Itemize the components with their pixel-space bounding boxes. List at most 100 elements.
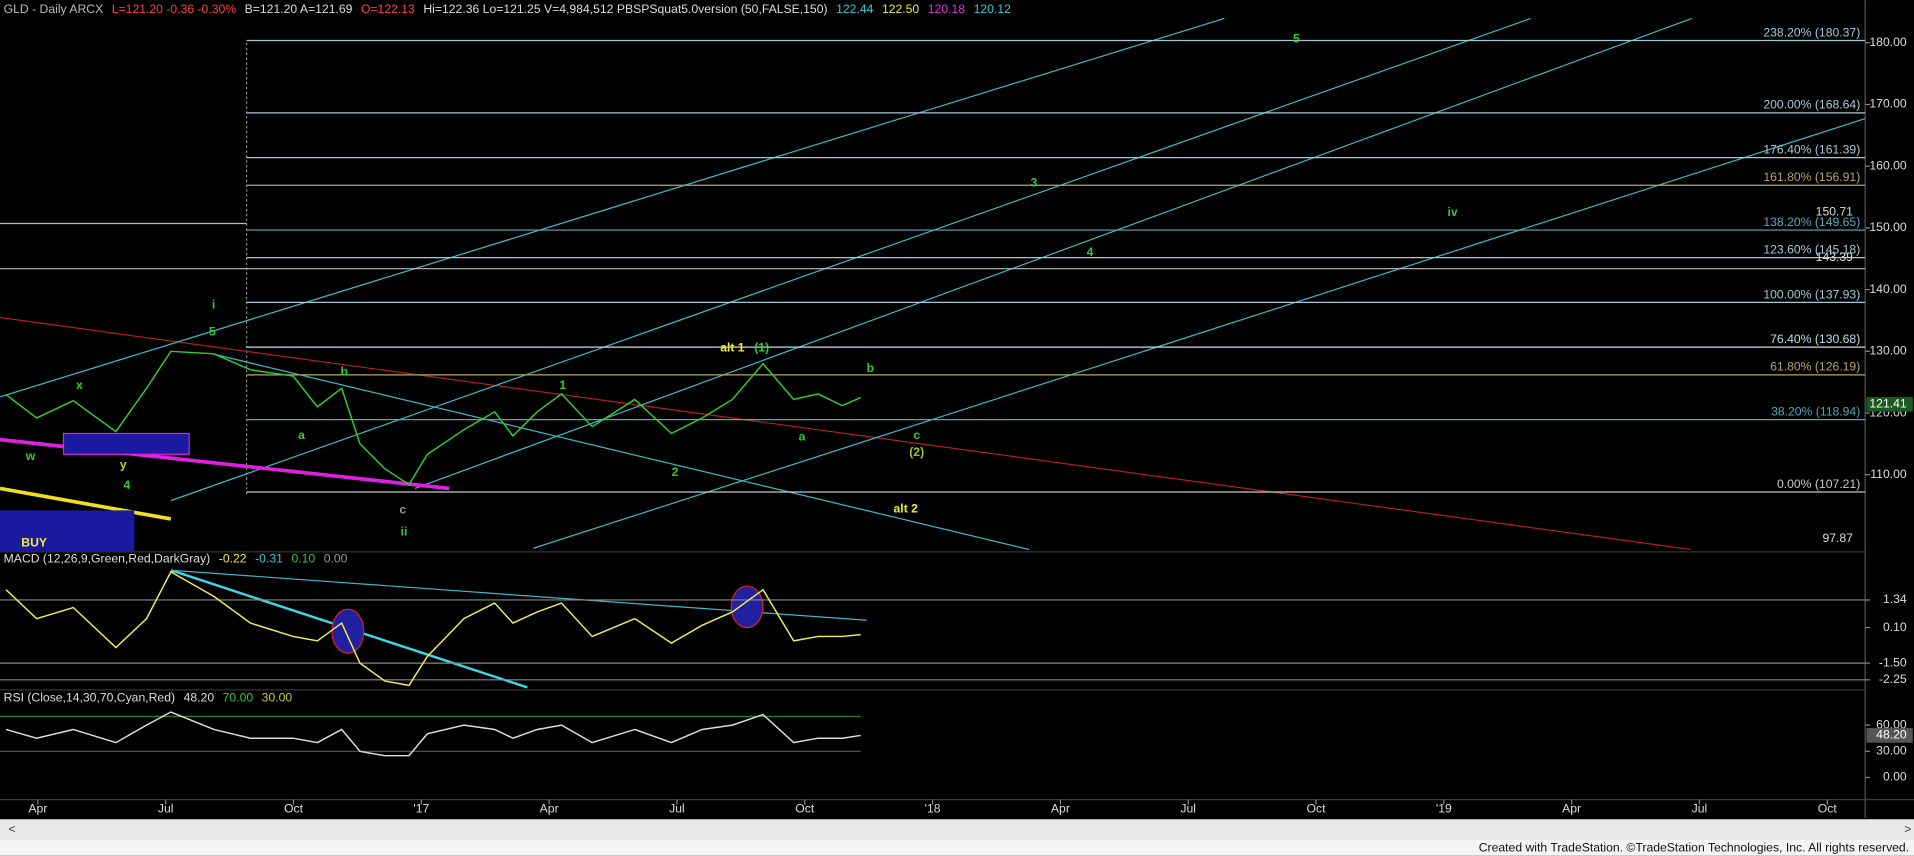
wave-label: c bbox=[399, 503, 406, 517]
wave-label: 3 bbox=[1031, 175, 1038, 189]
panel-title: 48.20 bbox=[184, 691, 215, 705]
wave-label: 5 bbox=[1293, 31, 1300, 45]
marker-label: 143.39 bbox=[1816, 250, 1853, 264]
header-text: GLD - Daily ARCX bbox=[4, 2, 104, 16]
fib-label: 123.60% (145.18) bbox=[1763, 243, 1860, 257]
x-tick-label: Apr bbox=[540, 802, 559, 816]
wave-label: (1) bbox=[754, 340, 769, 354]
channel-line bbox=[213, 353, 1030, 551]
panel-title: -0.22 bbox=[219, 551, 247, 565]
header-text: L=121.20 -0.36 -0.30% bbox=[112, 2, 237, 16]
x-tick-label: Oct bbox=[1818, 802, 1838, 816]
macd-highlight bbox=[331, 608, 365, 654]
header-text: 122.50 bbox=[882, 2, 919, 16]
wave-label: BUY bbox=[21, 536, 47, 550]
panel-title: 0.10 bbox=[291, 551, 315, 565]
wave-label: iv bbox=[1448, 205, 1458, 219]
fib-label: 76.40% (130.68) bbox=[1770, 332, 1860, 346]
header-text: 120.18 bbox=[928, 2, 965, 16]
x-tick-label: '18 bbox=[925, 802, 941, 816]
panel-title: RSI (Close,14,30,70,Cyan,Red) bbox=[4, 691, 175, 705]
x-tick-label: Oct bbox=[795, 802, 815, 816]
marker-label: 97.87 bbox=[1822, 531, 1853, 545]
fib-label: 0.00% (107.21) bbox=[1777, 477, 1860, 491]
fib-label: 61.80% (126.19) bbox=[1770, 360, 1860, 374]
panel-title: -0.31 bbox=[255, 551, 283, 565]
scroll-right[interactable]: > bbox=[1904, 822, 1911, 836]
fib-label: 176.40% (161.39) bbox=[1763, 142, 1860, 156]
wave-label: 4 bbox=[124, 478, 131, 492]
wave-label: w bbox=[25, 449, 36, 463]
x-tick-label: Jul bbox=[1180, 802, 1196, 816]
support-line bbox=[0, 486, 172, 521]
y-tick-label: -2.25 bbox=[1879, 672, 1907, 686]
panel-title: 30.00 bbox=[262, 691, 293, 705]
y-tick-label: 30.00 bbox=[1876, 744, 1907, 758]
y-tick-label: 60.00 bbox=[1876, 717, 1907, 731]
wave-label: a bbox=[298, 428, 305, 442]
wave-label: alt 2 bbox=[894, 501, 919, 515]
channel-line bbox=[0, 17, 1225, 398]
wave-label: ii bbox=[401, 525, 408, 539]
header-text: 120.12 bbox=[974, 2, 1011, 16]
x-tick-label: Jul bbox=[1692, 802, 1708, 816]
wave-label: alt 1 bbox=[720, 340, 745, 354]
channel-line bbox=[170, 17, 1531, 502]
marker-label: 150.71 bbox=[1816, 205, 1853, 219]
x-tick-label: Apr bbox=[1051, 802, 1070, 816]
x-tick-label: '17 bbox=[413, 802, 429, 816]
panel-title: MACD (12,26,9,Green,Red,DarkGray) bbox=[4, 551, 211, 565]
macd-highlight bbox=[730, 585, 764, 629]
series-line bbox=[5, 711, 861, 757]
wave-label: c bbox=[913, 428, 920, 442]
series-line bbox=[5, 350, 861, 486]
scrollbar[interactable] bbox=[0, 819, 1914, 840]
fib-label: 200.00% (168.64) bbox=[1763, 98, 1860, 112]
wave-label: b bbox=[341, 365, 348, 379]
y-tick-label: 140.00 bbox=[1869, 282, 1906, 296]
y-tick-label: 150.00 bbox=[1869, 220, 1906, 234]
wave-label: a bbox=[799, 429, 806, 443]
wave-label: (2) bbox=[909, 445, 924, 459]
channel-line bbox=[414, 17, 1693, 489]
wave-label: y bbox=[120, 457, 127, 471]
price-tag bbox=[1866, 397, 1913, 412]
x-tick-label: Apr bbox=[1562, 802, 1581, 816]
y-tick-label: 130.00 bbox=[1869, 344, 1906, 358]
trend-line bbox=[0, 316, 1691, 551]
price-tag-label: 121.41 bbox=[1869, 397, 1906, 411]
buy-box bbox=[0, 510, 135, 552]
x-tick-label: '19 bbox=[1436, 802, 1452, 816]
panel-title: 0.00 bbox=[324, 551, 348, 565]
y-tick-label: 0.00 bbox=[1883, 770, 1907, 784]
panel-title: 70.00 bbox=[223, 691, 254, 705]
price-tag-label: 48.20 bbox=[1876, 728, 1907, 742]
y-tick-label: 1.34 bbox=[1883, 592, 1907, 606]
wave-label: b bbox=[867, 361, 874, 375]
x-tick-label: Jul bbox=[158, 802, 174, 816]
series-line bbox=[5, 570, 861, 687]
scroll-left[interactable]: < bbox=[9, 822, 16, 836]
price-tag bbox=[1866, 728, 1913, 743]
channel-line bbox=[533, 117, 1866, 549]
y-tick-label: 160.00 bbox=[1869, 158, 1906, 172]
zone-box bbox=[62, 432, 190, 455]
fib-label: 138.20% (149.65) bbox=[1763, 215, 1860, 229]
footer-bar bbox=[0, 839, 1914, 856]
header-text: O=122.13 bbox=[361, 2, 415, 16]
fib-label: 238.20% (180.37) bbox=[1763, 25, 1860, 39]
fib-label: 100.00% (137.93) bbox=[1763, 287, 1860, 301]
x-tick-label: Oct bbox=[1307, 802, 1327, 816]
y-tick-label: 0.10 bbox=[1883, 620, 1907, 634]
y-tick-label: -1.50 bbox=[1879, 655, 1907, 669]
wave-label: i bbox=[212, 298, 215, 312]
y-tick-label: 110.00 bbox=[1870, 467, 1907, 481]
fib-label: 38.20% (118.94) bbox=[1771, 404, 1860, 418]
wave-label: 1 bbox=[559, 378, 566, 392]
x-tick-label: Oct bbox=[284, 802, 304, 816]
wave-label: 4 bbox=[1087, 245, 1094, 259]
wave-label: x bbox=[76, 378, 83, 392]
